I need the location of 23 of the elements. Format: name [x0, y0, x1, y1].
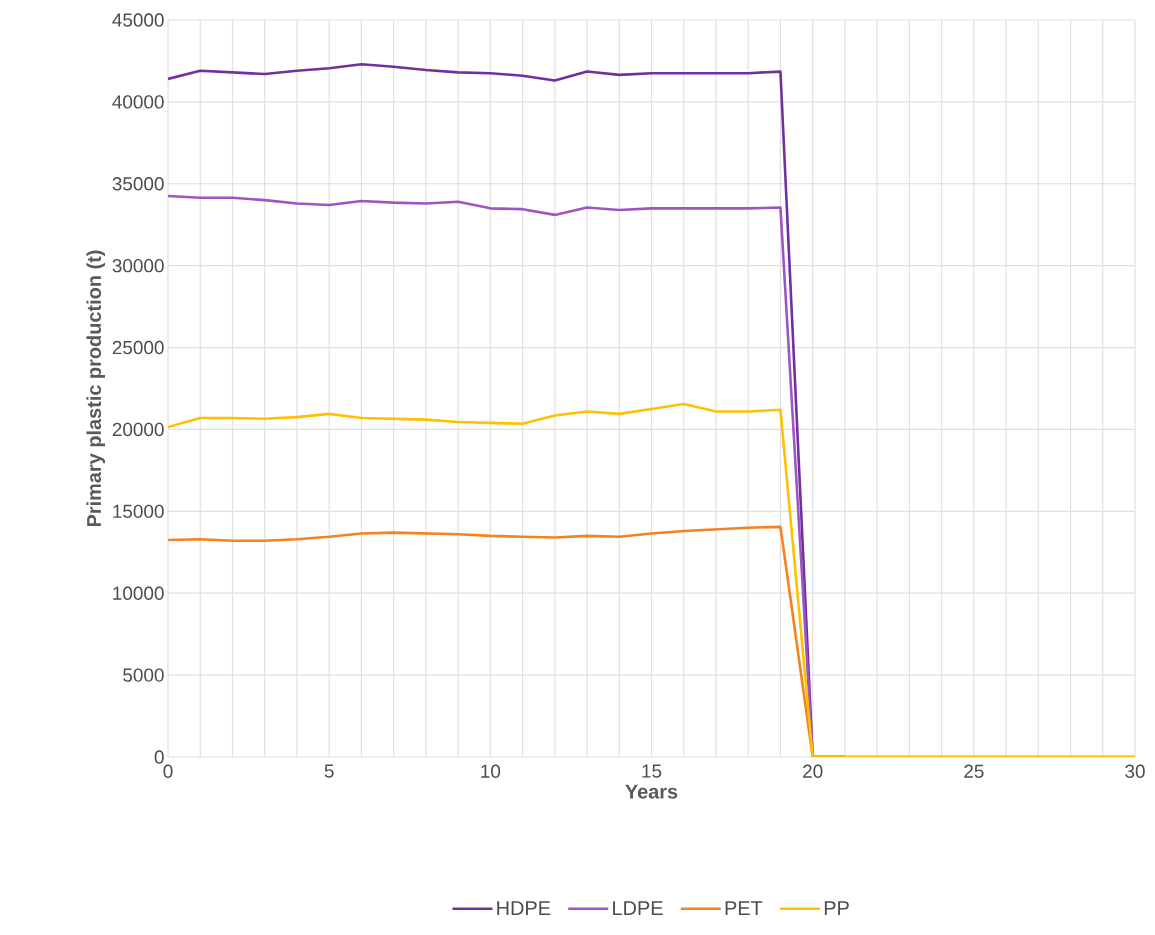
y-tick-label: 30000 — [112, 258, 164, 273]
x-tick-label: 15 — [642, 764, 662, 778]
y-tick-label: 0 — [154, 750, 164, 764]
x-tick-label: 0 — [163, 764, 173, 778]
y-tick-label: 40000 — [112, 95, 164, 109]
x-axis-title: Years — [625, 784, 678, 799]
y-tick-label: 10000 — [113, 586, 164, 600]
y-tick-label: 20000 — [112, 422, 164, 437]
legend-label: HDPE — [497, 901, 551, 915]
y-axis-title: Primary plastic production (t) — [86, 250, 106, 527]
legend-label: LDPE — [613, 901, 663, 915]
legend-label: PP — [824, 901, 849, 915]
legend-label: PET — [725, 901, 763, 915]
y-tick-label: 15000 — [113, 504, 164, 519]
y-tick-label: 35000 — [112, 177, 164, 191]
y-tick-label: 45000 — [112, 13, 164, 27]
y-tick-label: 5000 — [123, 668, 164, 682]
x-tick-label: 20 — [803, 764, 823, 778]
x-tick-label: 10 — [481, 764, 501, 778]
x-tick-label: 5 — [324, 764, 334, 778]
x-tick-label: 25 — [964, 764, 984, 778]
y-tick-label: 25000 — [112, 340, 164, 355]
x-tick-label: 30 — [1125, 764, 1145, 778]
